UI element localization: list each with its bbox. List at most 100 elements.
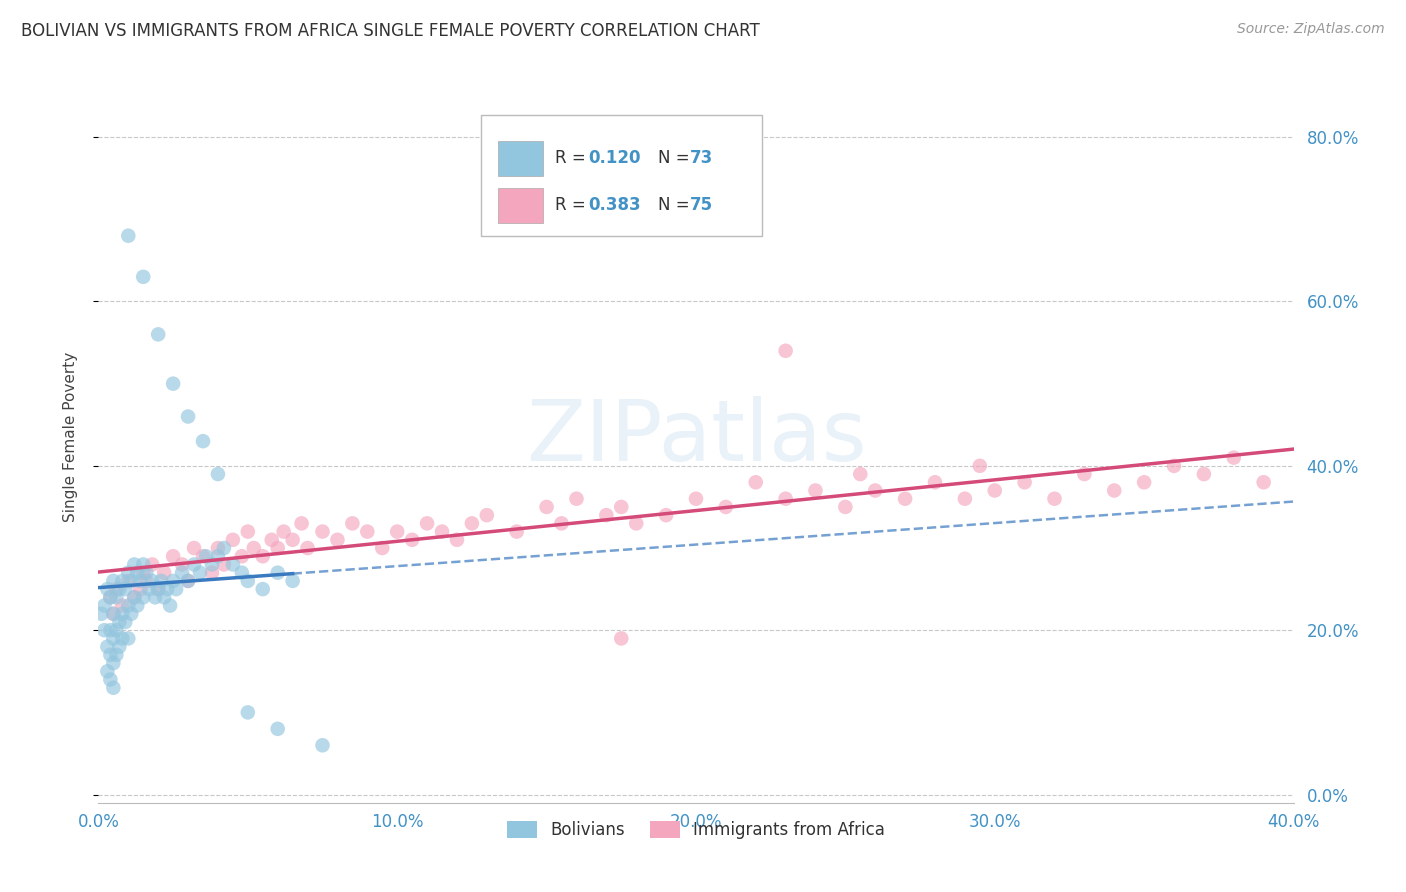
Point [93, 599, 115, 613]
Point [252, 582, 274, 596]
Point [924, 475, 946, 490]
Point [1073, 467, 1095, 481]
Point [1014, 475, 1036, 490]
Point [132, 269, 155, 284]
Point [191, 434, 214, 449]
Point [172, 558, 194, 572]
Point [865, 483, 887, 498]
Point [297, 541, 319, 555]
Point [1192, 467, 1215, 481]
Point [124, 591, 146, 605]
Point [212, 541, 235, 555]
Point [103, 656, 125, 670]
FancyBboxPatch shape [498, 187, 543, 223]
Point [371, 541, 394, 555]
Point [103, 607, 125, 621]
Point [260, 533, 283, 547]
Point [111, 574, 134, 588]
FancyBboxPatch shape [481, 115, 762, 235]
Point [894, 491, 917, 506]
Point [108, 615, 131, 629]
Point [162, 549, 184, 564]
Point [461, 516, 484, 531]
Point [804, 483, 827, 498]
Point [655, 508, 678, 523]
FancyBboxPatch shape [498, 141, 543, 176]
Point [267, 566, 290, 580]
Point [108, 640, 131, 654]
Point [236, 706, 259, 720]
Point [281, 533, 304, 547]
Point [191, 549, 214, 564]
Point [231, 566, 253, 580]
Point [342, 516, 364, 531]
Text: 0.383: 0.383 [589, 196, 641, 214]
Text: 0.120: 0.120 [589, 149, 641, 168]
Point [96, 582, 118, 596]
Point [120, 607, 142, 621]
Point [267, 541, 290, 555]
Point [148, 582, 170, 596]
Point [129, 582, 152, 596]
Y-axis label: Single Female Poverty: Single Female Poverty [63, 352, 77, 522]
Point [416, 516, 439, 531]
Point [150, 574, 173, 588]
Point [201, 558, 224, 572]
Point [108, 582, 131, 596]
Point [111, 599, 134, 613]
Point [243, 541, 266, 555]
Point [177, 574, 200, 588]
Point [103, 574, 125, 588]
Point [141, 558, 163, 572]
Point [430, 524, 453, 539]
Point [267, 722, 290, 736]
Point [385, 524, 409, 539]
Point [252, 549, 274, 564]
Point [236, 574, 259, 588]
Point [475, 508, 498, 523]
Point [953, 491, 976, 506]
Point [281, 574, 304, 588]
Point [401, 533, 423, 547]
Point [177, 409, 200, 424]
Point [834, 500, 856, 514]
Point [117, 566, 139, 580]
Point [120, 574, 142, 588]
Point [222, 558, 245, 572]
Point [356, 524, 378, 539]
Point [550, 516, 572, 531]
Point [1043, 491, 1066, 506]
Point [156, 582, 179, 596]
Point [849, 467, 872, 481]
Point [506, 524, 529, 539]
Point [212, 558, 235, 572]
Point [141, 574, 163, 588]
Point [103, 607, 125, 621]
Point [96, 665, 118, 679]
Point [172, 566, 194, 580]
Point [1223, 450, 1246, 465]
Point [311, 524, 333, 539]
Point [117, 228, 139, 243]
Point [610, 500, 633, 514]
Point [132, 566, 155, 580]
Point [138, 582, 160, 596]
Point [1163, 458, 1185, 473]
Point [148, 327, 170, 342]
Point [177, 574, 200, 588]
Point [114, 615, 136, 629]
Point [207, 541, 229, 555]
Point [446, 533, 468, 547]
Point [291, 516, 314, 531]
Point [103, 632, 125, 646]
Point [714, 500, 737, 514]
Point [595, 508, 617, 523]
Point [969, 458, 991, 473]
Point [626, 516, 648, 531]
Point [536, 500, 558, 514]
Point [984, 483, 1007, 498]
Point [117, 632, 139, 646]
Point [311, 739, 333, 753]
Point [111, 632, 134, 646]
Text: Source: ZipAtlas.com: Source: ZipAtlas.com [1237, 22, 1385, 37]
